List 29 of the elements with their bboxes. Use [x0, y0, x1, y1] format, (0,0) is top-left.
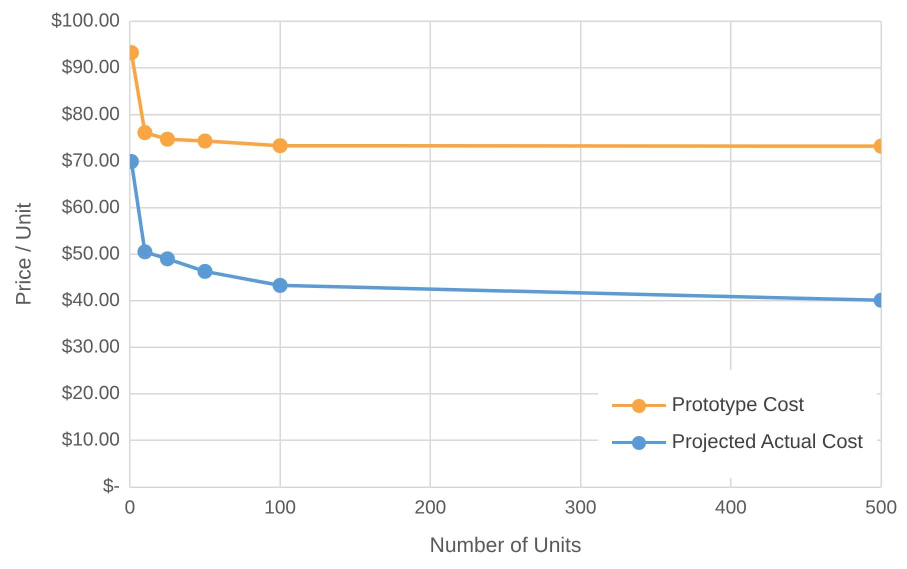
y-tick-label: $100.00 [51, 10, 120, 32]
x-tick-label: 200 [414, 498, 446, 519]
y-tick-label: $60.00 [62, 196, 120, 218]
point [160, 251, 175, 266]
legend-label: Prototype Cost [672, 394, 804, 417]
y-tick-label: $20.00 [62, 383, 120, 404]
x-tick-label: 400 [715, 498, 747, 519]
y-tick-label: $50.00 [62, 243, 120, 264]
point [198, 264, 213, 279]
y-tick-label: $10.00 [62, 430, 120, 451]
y-tick-label: $70.00 [62, 150, 120, 172]
legend-label: Projected Actual Cost [672, 431, 863, 454]
x-axis-title: Number of Units [430, 534, 582, 558]
y-tick-label: $30.00 [62, 336, 120, 358]
y-tick-label: $90.00 [62, 57, 120, 78]
point [160, 132, 175, 147]
x-tick-label: 100 [264, 498, 296, 519]
x-tick-label: 0 [124, 498, 136, 519]
y-tick-label: $- [102, 476, 120, 498]
point [137, 125, 152, 140]
point [272, 278, 288, 293]
y-axis-title: Price / Unit [12, 202, 36, 306]
point [198, 134, 213, 149]
x-tick-label: 500 [865, 498, 897, 519]
y-tick-label: $40.00 [62, 290, 120, 311]
x-tick-label: 300 [564, 498, 596, 519]
point [137, 244, 152, 260]
y-tick-label: $80.00 [62, 104, 120, 125]
point [272, 138, 288, 154]
